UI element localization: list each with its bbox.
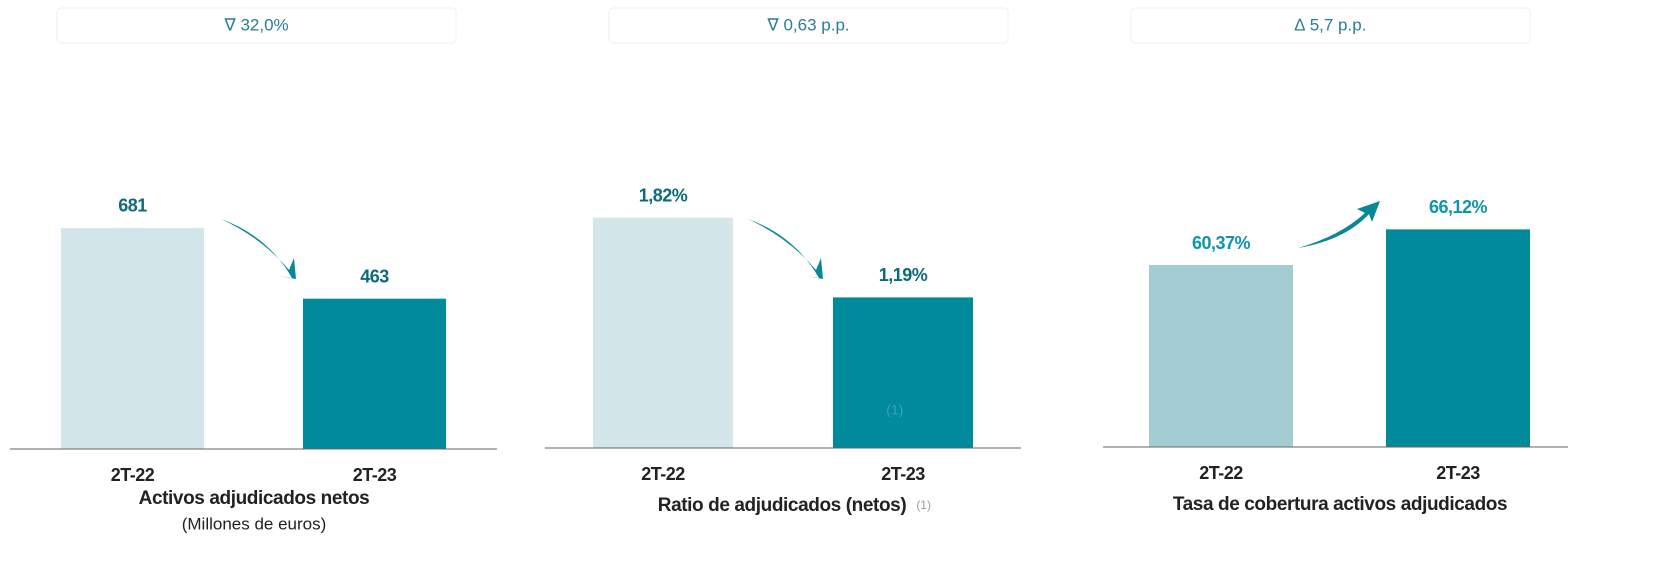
chart-title: Tasa de cobertura activos adjudicados [1173,494,1507,515]
x-tick-label: 2T-23 [353,465,397,485]
x-tick-label: 2T-23 [881,464,925,484]
trend-arrow [748,219,823,279]
bar [61,227,204,449]
bar [1386,229,1530,447]
value-label: 66,12% [1429,197,1488,217]
badge-box [608,7,1009,44]
x-tick-label: 2T-22 [111,465,155,485]
badge-box [1130,7,1531,44]
x-tick-label: 2T-23 [1436,463,1480,483]
bar [1149,265,1293,447]
value-label: 1,19% [879,265,928,285]
badge: ∇ 32,0% [223,15,288,34]
value-label: 681 [118,196,147,216]
chart-subtitle: (Millones de euros) [182,514,327,533]
x-tick-label: 2T-22 [1199,463,1243,483]
bar [303,298,446,449]
value-label: 463 [360,266,389,286]
x-tick-label: 2T-22 [641,464,685,484]
arrows [221,201,1380,279]
bar [833,297,973,448]
value-label: 1,82% [639,185,688,205]
trend-arrow [1298,201,1380,248]
chart-title: Activos adjudicados netos [139,488,370,509]
bar [593,217,733,448]
trend-arrow [221,219,296,279]
badge: ∇ 0,63 p.p. [766,15,849,34]
chart-title: Ratio de adjudicados (netos) [658,495,907,516]
badge-box [56,7,457,44]
badge: ∆ 5,7 p.p. [1295,15,1367,34]
title-note: (1) [916,498,931,512]
bar-note: (1) [886,402,903,418]
value-label: 60,37% [1192,233,1251,253]
